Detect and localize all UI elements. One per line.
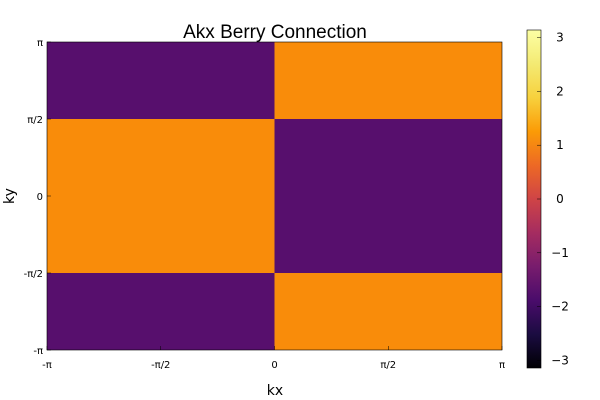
heatmap-cell bbox=[47, 119, 275, 273]
heatmap-cell bbox=[47, 42, 275, 119]
x-tick-label: -π bbox=[42, 360, 52, 371]
colorbar-tick-label: −1 bbox=[551, 246, 569, 260]
heatmap-cell bbox=[274, 273, 502, 350]
x-tick-label: 0 bbox=[271, 360, 277, 371]
y-tick-label: -π bbox=[33, 346, 43, 357]
colorbar-tick-label: 2 bbox=[556, 84, 564, 98]
heatmap-cell bbox=[274, 42, 502, 119]
x-tick-label: π/2 bbox=[380, 360, 396, 371]
colorbar: −3 −2 −1 0 1 2 3 bbox=[526, 29, 569, 369]
colorbar-tick-label: 1 bbox=[556, 138, 564, 152]
x-tick-label: π bbox=[499, 360, 505, 371]
heatmap-cell bbox=[274, 119, 502, 273]
chart-title: Akx Berry Connection bbox=[183, 22, 367, 43]
x-axis-label: kx bbox=[267, 383, 283, 399]
heatmap-cell bbox=[47, 273, 275, 350]
y-tick-label: π bbox=[37, 38, 43, 49]
y-axis-label: ky bbox=[2, 188, 18, 204]
y-tick-label: -π/2 bbox=[24, 269, 43, 280]
y-tick-label: π/2 bbox=[27, 115, 43, 126]
colorbar-gradient bbox=[527, 30, 541, 368]
y-tick-label: 0 bbox=[37, 192, 43, 203]
colorbar-tick-label: 3 bbox=[556, 31, 564, 45]
y-axis-ticks: -π -π/2 0 π/2 π bbox=[24, 38, 51, 357]
x-tick-label: -π/2 bbox=[151, 360, 170, 371]
x-axis-ticks: -π -π/2 0 π/2 π bbox=[42, 346, 505, 371]
colorbar-tick-label: 0 bbox=[556, 192, 564, 206]
colorbar-tick-label: −2 bbox=[551, 300, 569, 314]
plot-area bbox=[47, 42, 502, 350]
colorbar-tick-label: −3 bbox=[551, 353, 569, 367]
